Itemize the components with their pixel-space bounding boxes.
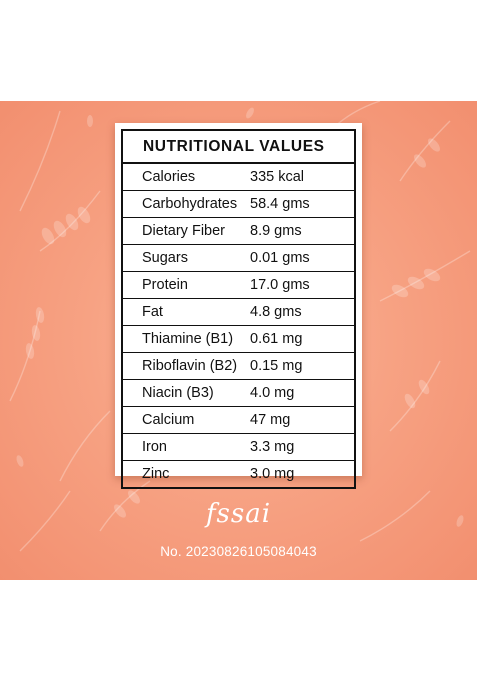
nutrient-name: Protein (142, 277, 188, 293)
nutrient-value: 335 kcal (250, 169, 305, 185)
nutrient-name: Iron (142, 439, 167, 455)
license-number: No. 20230826105084043 (160, 544, 317, 559)
table-row: Niacin (B3) 4.0 mg (123, 380, 354, 407)
nutrient-name: Thiamine (B1) (142, 331, 234, 347)
nutrient-name: Sugars (142, 250, 188, 266)
nutrient-name: Calcium (142, 412, 195, 428)
wheat-pattern-decoration (9, 101, 471, 552)
nutrient-value: 0.61 mg (250, 331, 303, 347)
nutrition-card: NUTRITIONAL VALUES Calories 335 kcal Carbo… (115, 123, 362, 489)
nutrient-value: 0.15 mg (250, 358, 303, 374)
table-row: Dietary Fiber 8.9 gms (123, 218, 354, 245)
table-row: Calories 335 kcal (123, 164, 354, 191)
nutrient-name: Riboflavin (B2) (142, 358, 238, 374)
table-row: Iron 3.3 mg (123, 434, 354, 461)
nutrient-value: 0.01 gms (250, 250, 310, 266)
nutrient-name: Dietary Fiber (142, 223, 225, 239)
table-row: Riboflavin (B2) 0.15 mg (123, 353, 354, 380)
nutrient-value: 58.4 gms (250, 196, 310, 212)
orange-background-panel: NUTRITIONAL VALUES Calories 335 kcal Carbo… (0, 101, 477, 580)
table-body: Calories 335 kcal Carbohydrates 58.4 gms Die… (123, 164, 354, 487)
nutrient-value: 17.0 gms (250, 277, 310, 293)
fssai-logo: fssai (205, 499, 272, 529)
table-row: Calcium 47 mg (123, 407, 354, 434)
table-title: NUTRITIONAL VALUES (123, 131, 354, 164)
table-row: Sugars 0.01 gms (123, 245, 354, 272)
table-row: Fat 4.8 gms (123, 299, 354, 326)
nutrient-name: Carbohydrates (142, 196, 238, 212)
nutrient-value: 8.9 gms (250, 223, 302, 239)
table-row: Carbohydrates 58.4 gms (123, 191, 354, 218)
table-row: Zinc 3.0 mg (123, 461, 354, 487)
nutrient-value: 47 mg (250, 412, 291, 428)
nutrient-value: 3.3 mg (250, 439, 295, 455)
nutrition-table: NUTRITIONAL VALUES Calories 335 kcal Carbo… (121, 129, 356, 489)
table-row: Thiamine (B1) 0.61 mg (123, 326, 354, 353)
nutrient-name: Niacin (B3) (142, 385, 214, 401)
table-row: Protein 17.0 gms (123, 272, 354, 299)
nutrient-value: 4.0 mg (250, 385, 295, 401)
nutrient-name: Fat (142, 304, 163, 320)
nutrient-name: Zinc (142, 466, 170, 482)
nutrient-name: Calories (142, 169, 196, 185)
nutrient-value: 4.8 gms (250, 304, 302, 320)
nutrient-value: 3.0 mg (250, 466, 295, 482)
